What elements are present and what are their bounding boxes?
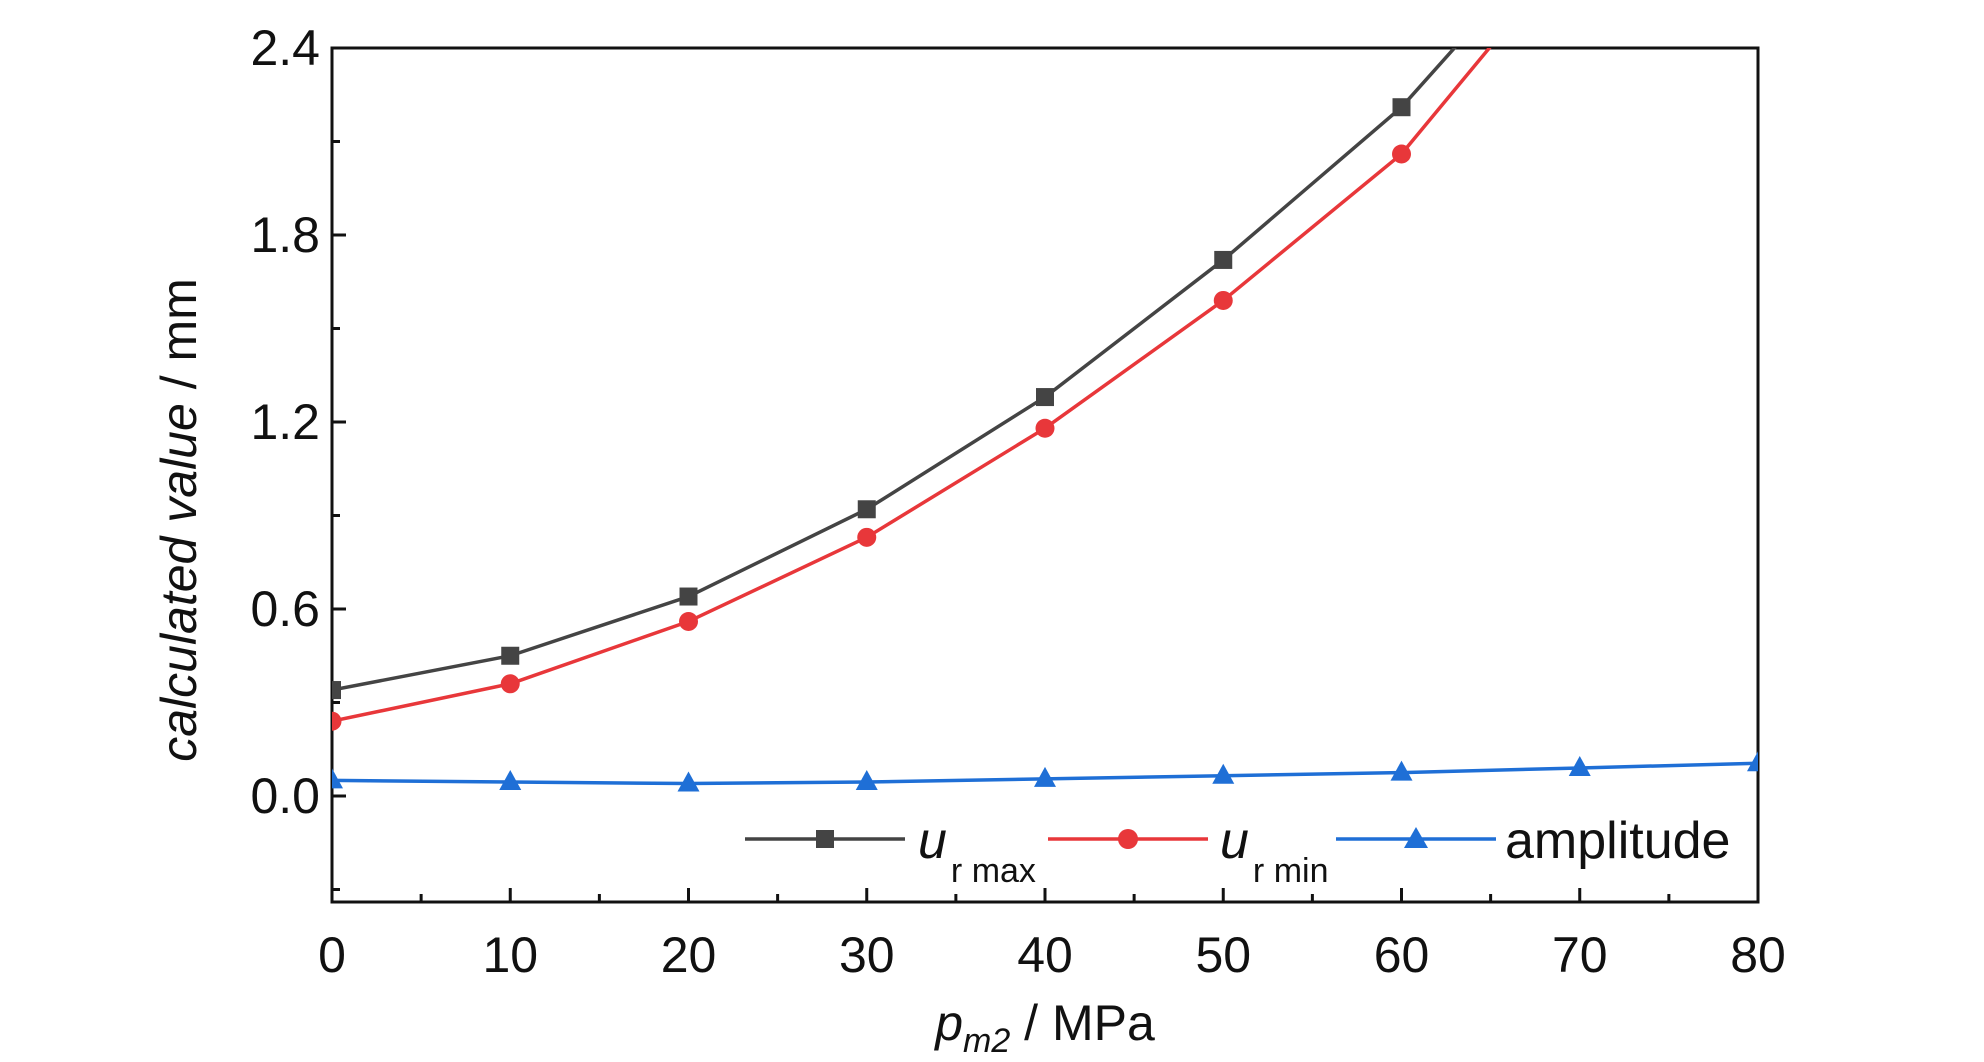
data-point-circle: [332, 711, 342, 731]
x-tick-label: 40: [1017, 927, 1073, 983]
data-point-circle: [679, 611, 698, 631]
y-tick-label: 1.2: [250, 394, 320, 450]
x-tick-label: 60: [1374, 927, 1430, 983]
x-tick-label: 50: [1195, 927, 1251, 983]
legend-marker-square: [816, 830, 834, 848]
data-point-square: [857, 500, 876, 519]
x-tick-label: 20: [661, 927, 717, 983]
series-layer: [332, 48, 1758, 792]
data-point-triangle: [1747, 751, 1758, 772]
x-axis-unit: / MPa: [1010, 995, 1155, 1051]
series-line-0: [332, 48, 1457, 692]
data-point-square: [1036, 388, 1054, 407]
legend: ur max ur min amplitude: [745, 812, 1730, 890]
data-point-square: [679, 587, 698, 606]
legend-item-ur-min: ur min: [1048, 812, 1328, 890]
legend-sub-ur-max: r max: [951, 852, 1036, 890]
x-axis-var: p: [933, 995, 963, 1051]
y-axis-plain: calculated: [151, 523, 207, 762]
y-axis-unit: / mm: [151, 278, 207, 403]
x-axis-title: pm2 / MPa: [933, 995, 1155, 1060]
legend-label-amplitude: amplitude: [1505, 812, 1730, 870]
data-point-triangle: [499, 769, 522, 790]
data-point-square: [1214, 250, 1233, 269]
data-point-circle: [857, 527, 877, 547]
data-point-triangle: [1568, 755, 1591, 776]
legend-label-ur-max: ur max: [918, 812, 1036, 890]
legend-var-ur-min: u: [1220, 812, 1249, 870]
data-point-square: [501, 646, 520, 665]
series-line-1: [332, 48, 1492, 723]
y-axis-title: calculated value / mm: [151, 278, 207, 762]
x-tick-label: 0: [318, 927, 346, 983]
x-tick-label: 70: [1552, 927, 1608, 983]
x-tick-label: 30: [839, 927, 895, 983]
y-tick-label: 0.6: [250, 581, 320, 637]
data-point-triangle: [677, 771, 700, 792]
y-axis-ticks: 0.0 0.6 1.2 1.8 2.4: [250, 20, 346, 891]
y-tick-label: 1.8: [250, 207, 320, 263]
legend-label-ur-min: ur min: [1220, 812, 1328, 890]
legend-item-ur-max: ur max: [745, 812, 1036, 890]
legend-item-amplitude: amplitude: [1336, 812, 1730, 870]
data-point-circle: [1213, 290, 1233, 310]
x-axis-sub: m2: [963, 1022, 1010, 1060]
data-point-triangle: [855, 769, 878, 790]
legend-sub-ur-min: r min: [1253, 852, 1329, 890]
data-point-circle: [1035, 418, 1055, 438]
legend-var-ur-max: u: [918, 812, 947, 870]
data-point-square: [1392, 98, 1411, 117]
data-point-circle: [1392, 144, 1411, 164]
y-axis-italic: value: [151, 403, 207, 523]
legend-marker-circle: [1118, 829, 1138, 849]
y-tick-label: 0.0: [250, 768, 320, 824]
x-tick-label: 80: [1730, 927, 1786, 983]
x-axis-ticks: 0 10 20 30 40 50 60 70 80: [318, 888, 1786, 983]
y-tick-label: 2.4: [250, 20, 320, 76]
data-point-triangle: [1390, 760, 1413, 781]
legend-marker-triangle: [1404, 827, 1428, 848]
data-point-circle: [500, 674, 520, 694]
data-point-triangle: [332, 768, 343, 789]
data-point-triangle: [1034, 766, 1056, 787]
x-tick-label: 10: [482, 927, 538, 983]
data-point-triangle: [1212, 763, 1235, 784]
data-point-square: [332, 681, 341, 700]
